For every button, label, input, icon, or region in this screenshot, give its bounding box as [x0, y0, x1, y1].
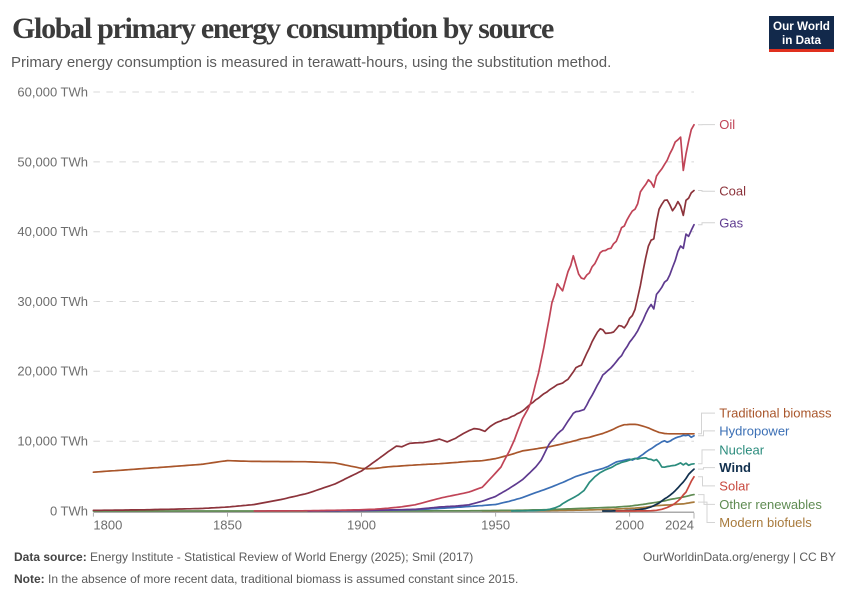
svg-text:1950: 1950 [481, 518, 510, 533]
svg-text:1800: 1800 [93, 518, 122, 533]
svg-text:20,000 TWh: 20,000 TWh [17, 364, 88, 379]
svg-text:60,000 TWh: 60,000 TWh [17, 84, 88, 99]
svg-text:50,000 TWh: 50,000 TWh [17, 154, 88, 169]
svg-text:10,000 TWh: 10,000 TWh [17, 434, 88, 449]
svg-text:2024: 2024 [665, 518, 694, 533]
svg-text:40,000 TWh: 40,000 TWh [17, 224, 88, 239]
svg-text:Coal: Coal [719, 184, 746, 199]
svg-text:Oil: Oil [719, 117, 735, 132]
svg-text:0 TWh: 0 TWh [50, 503, 88, 518]
svg-text:Nuclear: Nuclear [719, 442, 764, 457]
svg-text:Gas: Gas [719, 215, 743, 230]
svg-text:Traditional biomass: Traditional biomass [719, 406, 832, 421]
svg-text:1850: 1850 [213, 518, 242, 533]
svg-text:Modern biofuels: Modern biofuels [719, 515, 812, 530]
svg-text:Solar: Solar [719, 478, 750, 493]
svg-text:1900: 1900 [347, 518, 376, 533]
svg-text:30,000 TWh: 30,000 TWh [17, 294, 88, 309]
svg-text:Wind: Wind [719, 460, 751, 475]
svg-text:Other renewables: Other renewables [719, 497, 822, 512]
svg-text:2000: 2000 [615, 518, 644, 533]
svg-text:Hydropower: Hydropower [719, 423, 790, 438]
